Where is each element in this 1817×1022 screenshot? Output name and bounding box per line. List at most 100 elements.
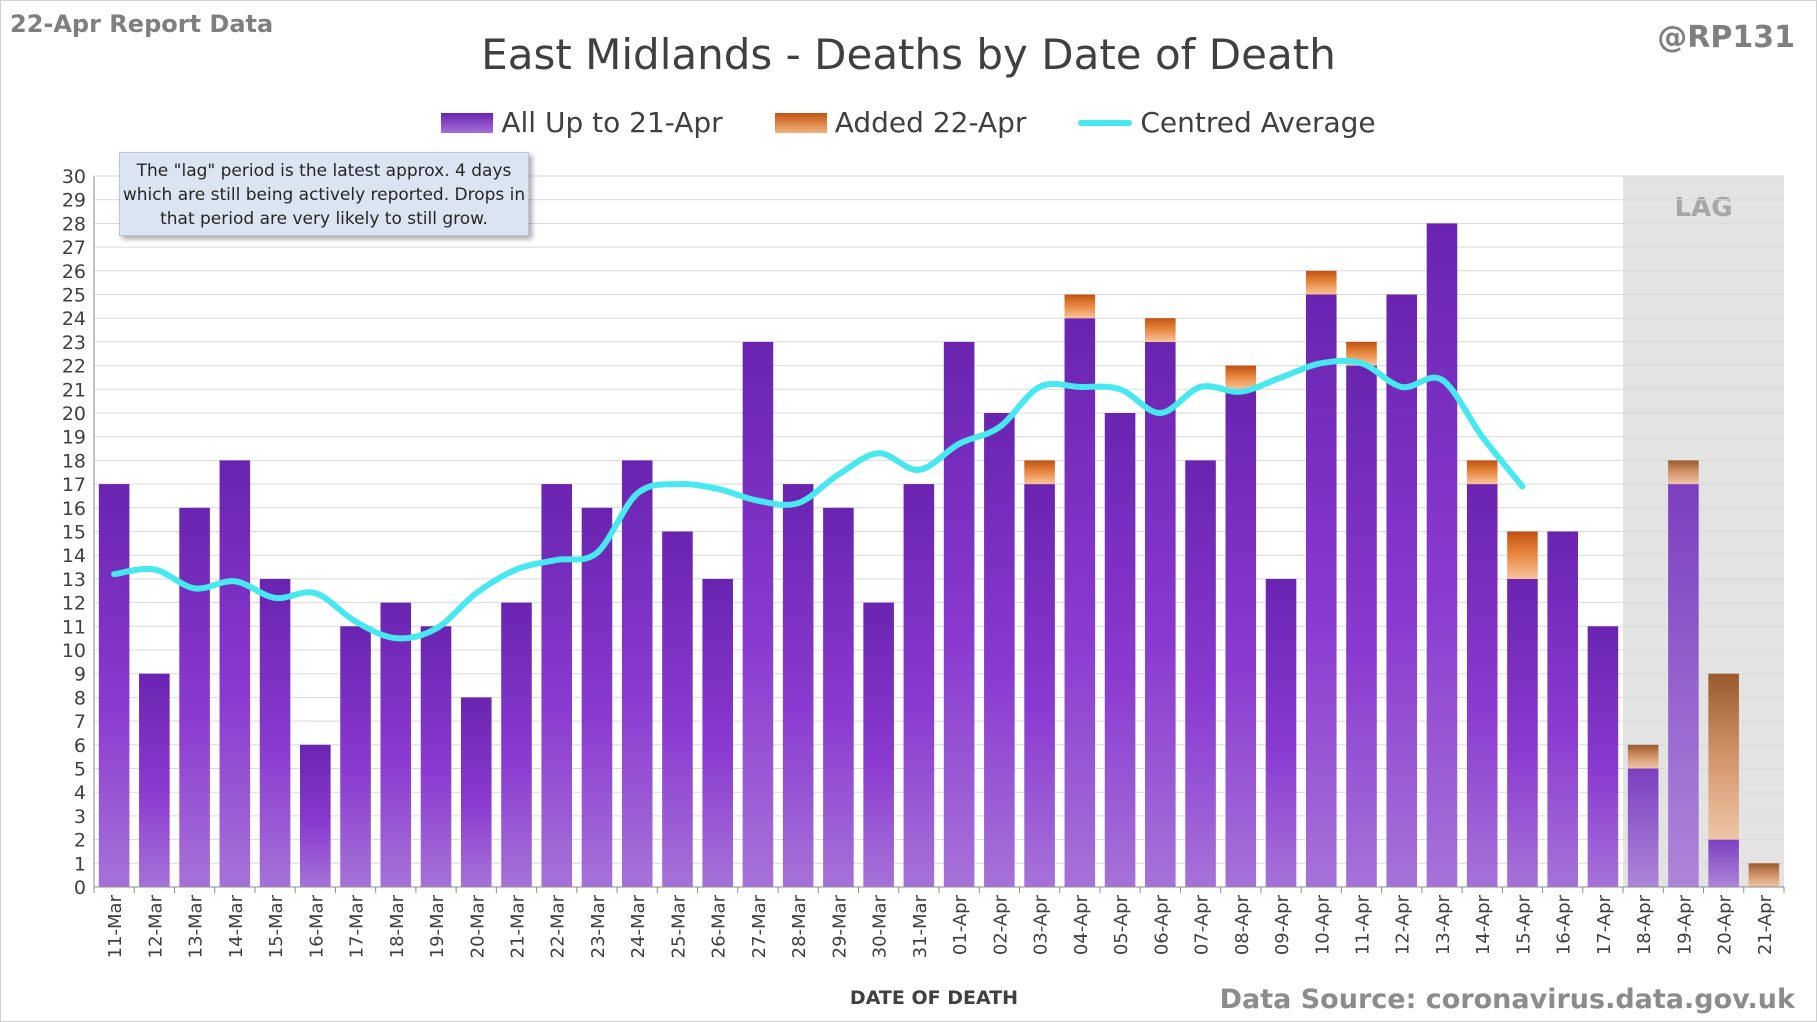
bar-all-up-to-21-apr <box>823 507 854 887</box>
legend-label: Centred Average <box>1140 106 1376 139</box>
legend-swatch-line <box>1078 119 1133 126</box>
x-tick-label: 06-Apr <box>1151 894 1172 955</box>
y-tick-label: 24 <box>62 308 86 330</box>
y-tick-label: 5 <box>74 759 86 781</box>
y-tick-label: 29 <box>62 190 86 212</box>
chart-title: East Midlands - Deaths by Date of Death <box>481 30 1336 79</box>
x-tick-label: 14-Apr <box>1473 894 1494 955</box>
bar-added-22-apr <box>1024 460 1055 485</box>
bar-all-up-to-21-apr <box>1185 460 1216 887</box>
x-tick-label: 26-Mar <box>709 894 730 958</box>
x-tick-label: 05-Apr <box>1111 894 1132 955</box>
bar-all-up-to-21-apr <box>179 507 210 887</box>
x-tick-label: 17-Apr <box>1594 894 1615 955</box>
bar-all-up-to-21-apr <box>460 697 492 887</box>
x-tick-label: 09-Apr <box>1272 894 1293 955</box>
bar-all-up-to-21-apr <box>581 507 613 887</box>
y-tick-label: 7 <box>74 711 86 733</box>
x-tick-label: 08-Apr <box>1232 894 1253 955</box>
x-tick-label: 23-Mar <box>588 894 609 958</box>
bar-added-22-apr <box>1305 270 1337 295</box>
y-tick-label: 23 <box>62 332 86 354</box>
y-tick-label: 30 <box>62 166 86 188</box>
x-tick-label: 12-Mar <box>145 894 166 958</box>
x-tick-label: 28-Mar <box>789 894 810 958</box>
y-tick-label: 10 <box>62 640 86 662</box>
bar-added-22-apr <box>1668 460 1699 485</box>
x-tick-label: 11-Mar <box>105 894 126 958</box>
report-label: 22-Apr Report Data <box>10 10 274 38</box>
x-tick-label: 12-Apr <box>1393 894 1414 955</box>
bar-all-up-to-21-apr <box>1346 365 1377 888</box>
bar-added-22-apr <box>1466 460 1498 485</box>
bar-all-up-to-21-apr <box>662 531 693 887</box>
bar-all-up-to-21-apr <box>1104 413 1136 887</box>
y-tick-label: 13 <box>62 569 86 591</box>
bar-all-up-to-21-apr <box>219 460 251 887</box>
y-tick-label: 4 <box>74 782 86 804</box>
bar-all-up-to-21-apr <box>340 626 371 887</box>
bar-added-22-apr <box>1507 531 1538 579</box>
bar-all-up-to-21-apr <box>863 602 894 887</box>
legend-swatch-orange <box>774 112 827 133</box>
x-tick-label: 19-Mar <box>427 894 448 958</box>
y-tick-label: 14 <box>62 545 86 567</box>
bar-all-up-to-21-apr <box>98 484 130 887</box>
lag-label: LAG <box>1675 193 1733 223</box>
lag-note: The "lag" period is the latest approx. 4… <box>119 152 529 236</box>
x-tick-label: 21-Mar <box>508 894 529 958</box>
legend-item-added: Added 22-Apr <box>774 106 1027 139</box>
legend-swatch-purple <box>441 112 494 133</box>
y-tick-label: 9 <box>74 664 86 686</box>
x-tick-label: 10-Apr <box>1312 894 1333 955</box>
bar-all-up-to-21-apr <box>903 484 935 887</box>
bar-added-22-apr <box>1064 294 1096 319</box>
bar-all-up-to-21-apr <box>1064 318 1096 887</box>
bar-all-up-to-21-apr <box>1587 626 1619 887</box>
x-tick-label: 11-Apr <box>1353 894 1374 955</box>
y-tick-label: 28 <box>62 213 86 235</box>
y-tick-label: 27 <box>62 237 86 259</box>
bar-added-22-apr <box>1627 744 1659 769</box>
bar-all-up-to-21-apr <box>984 413 1015 887</box>
y-tick-label: 20 <box>62 403 86 425</box>
x-tick-label: 04-Apr <box>1071 894 1092 955</box>
x-tick-label: 20-Apr <box>1715 894 1736 955</box>
bar-all-up-to-21-apr <box>300 744 331 887</box>
y-tick-label: 17 <box>62 474 86 496</box>
x-axis-title: DATE OF DEATH <box>850 987 1018 1009</box>
x-tick-label: 24-Mar <box>628 894 649 958</box>
bar-all-up-to-21-apr <box>1145 341 1176 887</box>
y-tick-label: 22 <box>62 356 86 378</box>
legend-item-all: All Up to 21-Apr <box>441 106 723 139</box>
legend-label: All Up to 21-Apr <box>501 106 723 139</box>
y-tick-label: 26 <box>62 261 86 283</box>
bar-all-up-to-21-apr <box>1265 578 1297 887</box>
bar-all-up-to-21-apr <box>1668 484 1699 887</box>
x-tick-label: 21-Apr <box>1755 894 1776 955</box>
y-tick-label: 15 <box>62 522 86 544</box>
y-tick-label: 19 <box>62 427 86 449</box>
bar-all-up-to-21-apr <box>1386 294 1418 887</box>
legend-item-average: Centred Average <box>1078 106 1376 139</box>
bar-added-22-apr <box>1748 863 1780 887</box>
bar-all-up-to-21-apr <box>782 484 814 887</box>
bar-all-up-to-21-apr <box>1708 839 1739 887</box>
x-tick-label: 30-Mar <box>870 894 891 958</box>
x-tick-label: 15-Apr <box>1513 894 1534 955</box>
bar-all-up-to-21-apr <box>259 578 291 887</box>
bar-all-up-to-21-apr <box>139 673 170 887</box>
bar-all-up-to-21-apr <box>621 460 653 887</box>
x-tick-label: 31-Mar <box>910 894 931 958</box>
x-tick-label: 13-Apr <box>1433 894 1454 955</box>
bar-all-up-to-21-apr <box>1547 531 1578 887</box>
y-tick-label: 25 <box>62 285 86 307</box>
bar-added-22-apr <box>1225 365 1257 390</box>
x-tick-label: 22-Mar <box>548 894 569 958</box>
x-tick-label: 02-Apr <box>990 894 1011 955</box>
y-tick-label: 1 <box>74 853 86 875</box>
x-tick-label: 18-Apr <box>1634 894 1655 955</box>
legend-label: Added 22-Apr <box>834 106 1027 139</box>
bar-all-up-to-21-apr <box>1507 578 1538 887</box>
x-tick-label: 14-Mar <box>226 894 247 958</box>
